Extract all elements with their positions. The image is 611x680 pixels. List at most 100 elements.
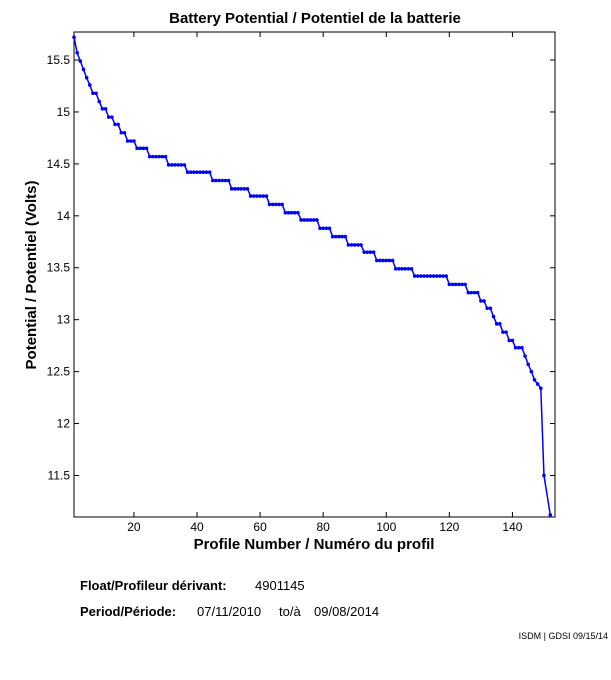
data-point bbox=[400, 266, 404, 271]
data-point bbox=[226, 178, 231, 183]
data-point bbox=[523, 354, 527, 358]
data-point bbox=[365, 250, 370, 254]
data-point bbox=[223, 178, 228, 183]
data-point bbox=[245, 187, 250, 191]
data-point bbox=[144, 146, 149, 151]
data-point bbox=[84, 75, 89, 80]
data-point bbox=[248, 194, 253, 198]
data-point bbox=[299, 218, 303, 222]
data-point bbox=[78, 59, 83, 63]
data-point bbox=[132, 139, 136, 143]
data-point bbox=[204, 170, 209, 175]
data-point bbox=[374, 258, 379, 263]
data-point bbox=[166, 163, 171, 167]
x-tick-label: 40 bbox=[190, 520, 204, 534]
data-point bbox=[469, 290, 474, 295]
data-point bbox=[125, 139, 130, 143]
data-point bbox=[122, 130, 127, 135]
y-tick-label: 15.5 bbox=[47, 53, 71, 67]
data-point bbox=[267, 202, 272, 207]
data-point bbox=[283, 210, 288, 215]
data-point bbox=[103, 107, 108, 111]
data-point bbox=[488, 306, 493, 311]
data-point bbox=[526, 362, 530, 367]
data-point bbox=[141, 146, 146, 151]
y-tick-label: 12 bbox=[57, 417, 71, 431]
data-point bbox=[315, 218, 319, 222]
data-point bbox=[381, 258, 385, 263]
data-point bbox=[185, 170, 190, 175]
data-point bbox=[516, 345, 521, 350]
data-point bbox=[110, 115, 114, 119]
data-point bbox=[87, 83, 92, 87]
data-point bbox=[280, 202, 284, 207]
data-point bbox=[510, 338, 515, 343]
data-point bbox=[387, 258, 392, 263]
data-point bbox=[403, 266, 407, 271]
data-point bbox=[154, 154, 158, 159]
data-point bbox=[289, 210, 294, 215]
data-point bbox=[302, 218, 307, 222]
data-point bbox=[296, 210, 300, 215]
data-point bbox=[192, 170, 196, 175]
data-point bbox=[207, 170, 212, 175]
period-label: Period/Période: bbox=[80, 604, 176, 619]
data-point bbox=[504, 330, 508, 334]
data-point bbox=[333, 234, 338, 239]
data-point bbox=[100, 107, 105, 111]
data-point bbox=[119, 130, 124, 135]
data-point bbox=[147, 154, 152, 159]
data-point bbox=[214, 178, 218, 183]
data-point bbox=[460, 282, 464, 287]
data-point bbox=[179, 163, 184, 167]
data-point bbox=[352, 243, 357, 247]
data-point bbox=[542, 473, 546, 478]
data-point bbox=[498, 322, 502, 326]
data-point bbox=[135, 146, 139, 151]
period-separator: to/à bbox=[279, 604, 301, 619]
data-point bbox=[419, 274, 423, 278]
x-tick-label: 100 bbox=[376, 520, 396, 534]
data-point bbox=[343, 234, 348, 239]
data-point bbox=[81, 67, 86, 72]
x-tick-label: 60 bbox=[253, 520, 267, 534]
data-point bbox=[349, 243, 354, 247]
data-point bbox=[72, 35, 76, 39]
data-point bbox=[412, 274, 417, 278]
data-point bbox=[453, 282, 458, 287]
data-point bbox=[270, 202, 275, 207]
data-point bbox=[277, 202, 281, 207]
data-point bbox=[264, 194, 269, 198]
data-point bbox=[169, 163, 174, 167]
y-tick-label: 12.5 bbox=[47, 365, 71, 379]
chart-title: Battery Potential / Potentiel de la batt… bbox=[169, 10, 461, 27]
data-point bbox=[356, 243, 360, 247]
data-point bbox=[529, 369, 534, 374]
data-point bbox=[324, 226, 329, 231]
data-point bbox=[274, 202, 278, 207]
data-point bbox=[229, 187, 234, 191]
y-tick-label: 14 bbox=[57, 209, 71, 223]
data-point bbox=[91, 91, 95, 96]
data-point bbox=[422, 274, 426, 278]
data-point bbox=[406, 266, 411, 271]
data-point bbox=[239, 187, 243, 191]
data-point bbox=[457, 282, 461, 287]
data-point bbox=[535, 382, 540, 386]
data-point bbox=[261, 194, 266, 198]
data-point bbox=[201, 170, 206, 175]
data-point bbox=[173, 163, 177, 167]
data-line bbox=[73, 37, 552, 516]
data-point bbox=[292, 210, 297, 215]
data-point bbox=[255, 194, 259, 198]
data-point bbox=[425, 274, 430, 278]
data-point bbox=[444, 274, 448, 278]
data-point bbox=[359, 243, 363, 247]
data-point bbox=[482, 299, 486, 303]
y-tick-label: 11.5 bbox=[48, 468, 71, 482]
data-point bbox=[539, 386, 543, 391]
data-point bbox=[138, 146, 143, 151]
data-point bbox=[220, 178, 225, 183]
data-point bbox=[520, 345, 524, 350]
